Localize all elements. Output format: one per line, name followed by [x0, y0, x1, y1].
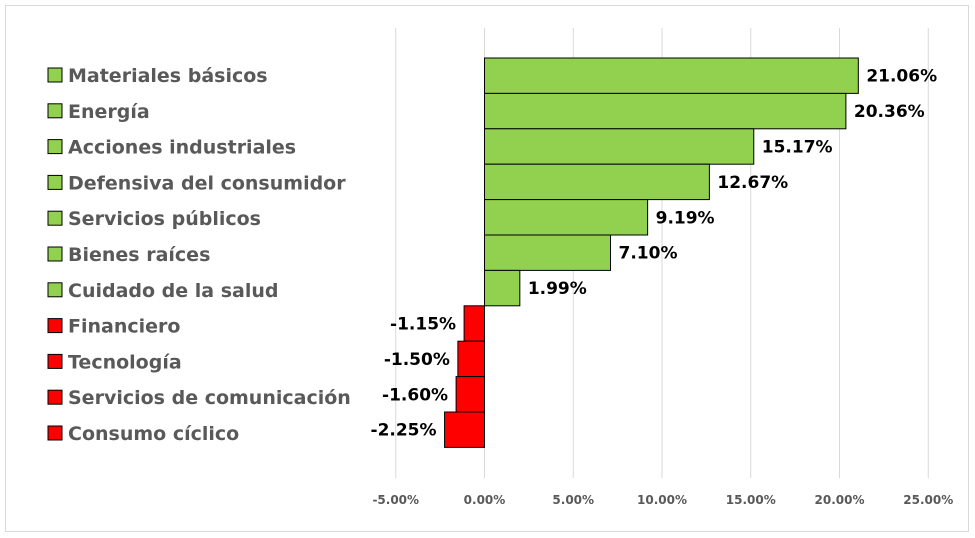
- data-label: -1.60%: [382, 385, 448, 405]
- data-label: -1.15%: [390, 315, 456, 335]
- data-label: 1.99%: [528, 279, 587, 299]
- bar: [484, 199, 649, 236]
- bar: [484, 234, 612, 271]
- legend-label: Energía: [68, 101, 150, 123]
- bar: [444, 411, 485, 448]
- x-tick-label: 5.00%: [552, 493, 594, 507]
- data-label: 7.10%: [619, 244, 678, 264]
- bar: [484, 269, 521, 307]
- bar: [463, 305, 485, 342]
- legend-swatch: [47, 67, 63, 83]
- x-tick-label: 0.00%: [464, 493, 506, 507]
- data-label: -1.50%: [384, 350, 450, 370]
- legend-swatch: [47, 103, 63, 119]
- legend-label: Bienes raíces: [68, 244, 210, 266]
- x-tick-label: 10.00%: [637, 493, 687, 507]
- bar: [455, 376, 486, 413]
- legend-label: Cuidado de la salud: [68, 280, 279, 302]
- legend-label: Financiero: [68, 316, 180, 338]
- bars: [444, 57, 859, 448]
- x-tick-label: -5.00%: [372, 493, 419, 507]
- bar: [484, 128, 755, 165]
- x-tick-label: 20.00%: [815, 493, 865, 507]
- legend-swatch: [47, 282, 63, 298]
- legend-swatch: [47, 210, 63, 226]
- legend-swatch: [47, 389, 63, 405]
- bar: [484, 163, 710, 201]
- data-label: 21.06%: [866, 67, 937, 87]
- x-tick-label: 25.00%: [903, 493, 953, 507]
- legend-label: Consumo cíclico: [68, 423, 239, 445]
- legend-swatch: [47, 139, 63, 155]
- legend: Materiales básicos Energía Acciones indust…: [47, 65, 351, 445]
- legend-swatch: [47, 318, 63, 334]
- legend-swatch: [47, 174, 63, 190]
- bar: [484, 57, 859, 94]
- data-label: 9.19%: [656, 208, 715, 228]
- legend-swatch: [47, 353, 63, 369]
- data-labels: 21.06% 20.36% 15.17% 12.67%9.19% 7.10% 1.99% -…: [371, 67, 938, 441]
- legend-label: Tecnología: [68, 351, 182, 373]
- x-tick-label: 15.00%: [726, 493, 776, 507]
- data-label: 12.67%: [717, 173, 788, 193]
- bar: [457, 340, 485, 378]
- legend-label: Defensiva del consumidor: [68, 172, 346, 194]
- legend-label: Materiales básicos: [68, 65, 268, 87]
- legend-label: Servicios de comunicación: [68, 387, 351, 409]
- data-label: 15.17%: [762, 138, 833, 158]
- bar: [484, 92, 847, 130]
- chart-frame: [5, 5, 969, 532]
- data-label: -2.25%: [371, 421, 437, 441]
- legend-label: Servicios públicos: [68, 208, 261, 230]
- legend-swatch: [47, 425, 63, 441]
- data-label: 20.36%: [854, 102, 925, 122]
- legend-label: Acciones industriales: [68, 137, 296, 159]
- x-axis-tick-labels: -5.00% 0.00% 5.00% 10.00% 15.00% 20.00% 25.00%: [372, 493, 953, 507]
- legend-swatch: [47, 246, 63, 262]
